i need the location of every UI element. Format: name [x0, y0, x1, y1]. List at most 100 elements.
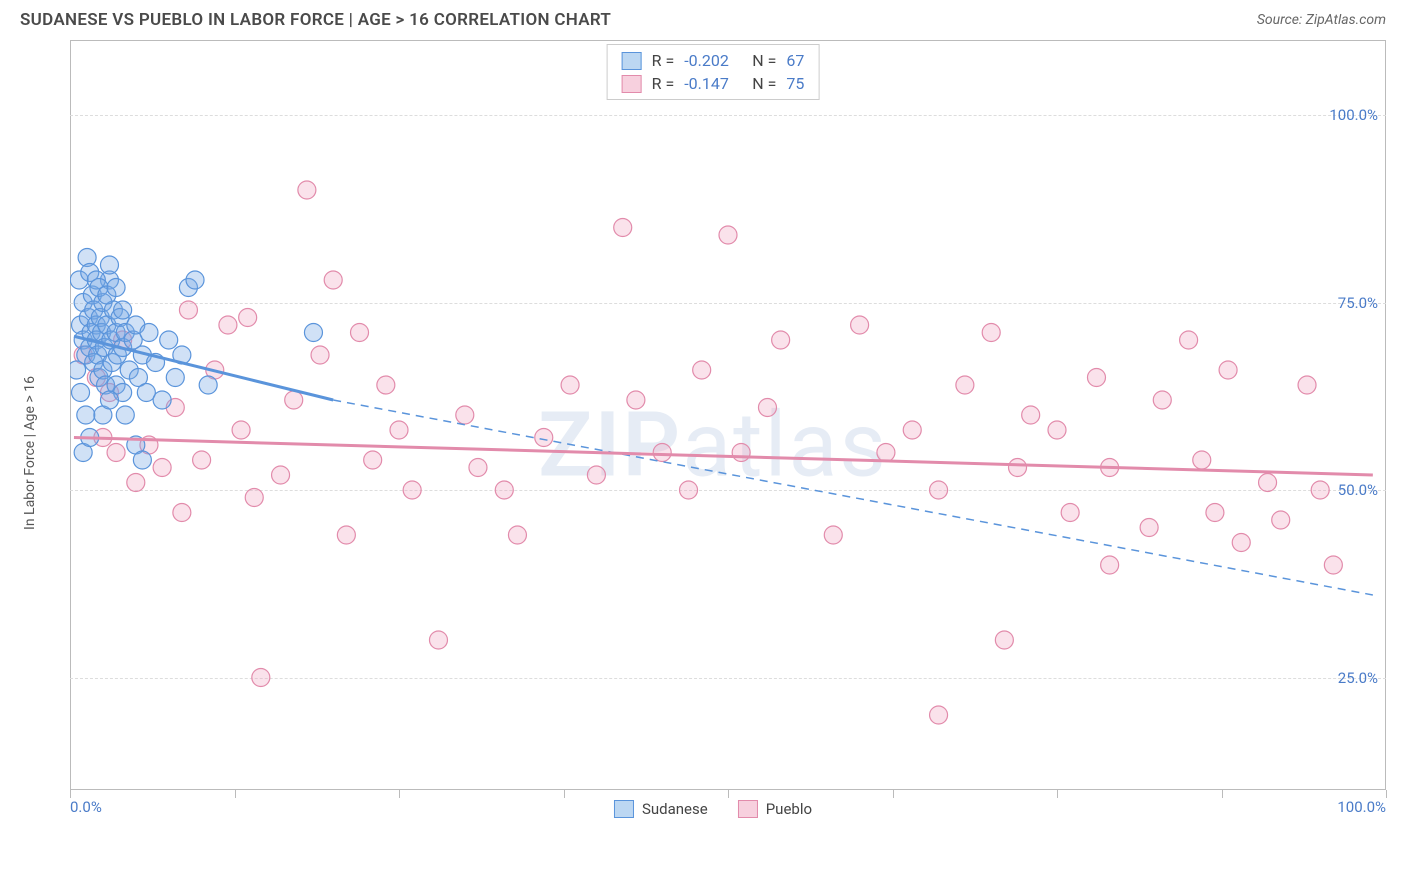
- data-point: [1153, 391, 1171, 409]
- data-point: [337, 526, 355, 544]
- data-point: [193, 451, 211, 469]
- data-point: [377, 376, 395, 394]
- data-point: [403, 481, 421, 499]
- data-point: [311, 346, 329, 364]
- data-point: [140, 324, 158, 342]
- data-point: [1022, 406, 1040, 424]
- data-point: [561, 376, 579, 394]
- data-point: [1311, 481, 1329, 499]
- data-point: [469, 459, 487, 477]
- x-tick-mark: [1386, 790, 1387, 798]
- data-point: [232, 421, 250, 439]
- trend-line-extrapolated: [333, 400, 1373, 595]
- data-point: [627, 391, 645, 409]
- data-point: [252, 669, 270, 687]
- data-point: [614, 219, 632, 237]
- x-tick-mark: [1057, 790, 1058, 798]
- data-point: [930, 706, 948, 724]
- data-point: [982, 324, 1000, 342]
- data-point: [245, 489, 263, 507]
- n-label: N =: [752, 51, 776, 70]
- x-tick-mark: [399, 790, 400, 798]
- data-point: [1232, 534, 1250, 552]
- legend-row: R =-0.202N =67: [622, 49, 805, 72]
- chart-area: In Labor Force | Age > 16 ZIPatlas 25.0%…: [40, 40, 1386, 850]
- data-point: [1009, 459, 1027, 477]
- data-point: [772, 331, 790, 349]
- data-point: [304, 324, 322, 342]
- data-point: [160, 331, 178, 349]
- x-tick-mark: [564, 790, 565, 798]
- data-point: [535, 429, 553, 447]
- x-tick-mark: [1222, 790, 1223, 798]
- data-point: [116, 406, 134, 424]
- data-point: [1140, 519, 1158, 537]
- data-point: [956, 376, 974, 394]
- data-point: [199, 376, 217, 394]
- scatter-plot: [70, 40, 1386, 790]
- r-value: -0.147: [684, 74, 742, 93]
- data-point: [100, 391, 118, 409]
- data-point: [272, 466, 290, 484]
- data-point: [693, 361, 711, 379]
- data-point: [107, 279, 125, 297]
- data-point: [1219, 361, 1237, 379]
- data-point: [1101, 556, 1119, 574]
- r-label: R =: [652, 74, 675, 93]
- x-axis-start-label: 0.0%: [70, 798, 102, 816]
- correlation-legend: R =-0.202N =67R =-0.147N =75: [607, 44, 820, 100]
- data-point: [127, 474, 145, 492]
- data-point: [107, 444, 125, 462]
- data-point: [680, 481, 698, 499]
- data-point: [1087, 369, 1105, 387]
- trend-line: [74, 438, 1373, 476]
- data-point: [930, 481, 948, 499]
- data-point: [219, 316, 237, 334]
- data-point: [390, 421, 408, 439]
- data-point: [508, 526, 526, 544]
- data-point: [72, 384, 90, 402]
- data-point: [153, 391, 171, 409]
- x-tick-mark: [728, 790, 729, 798]
- x-axis-end-label: 100.0%: [1337, 798, 1386, 816]
- data-point: [851, 316, 869, 334]
- data-point: [173, 504, 191, 522]
- data-point: [364, 451, 382, 469]
- data-point: [351, 324, 369, 342]
- data-point: [1180, 331, 1198, 349]
- data-point: [166, 369, 184, 387]
- data-point: [877, 444, 895, 462]
- data-point: [239, 309, 257, 327]
- n-value: 75: [786, 74, 804, 93]
- y-axis-label: In Labor Force | Age > 16: [22, 376, 38, 530]
- n-value: 67: [786, 51, 804, 70]
- x-tick-mark: [893, 790, 894, 798]
- r-label: R =: [652, 51, 675, 70]
- chart-title: SUDANESE VS PUEBLO IN LABOR FORCE | AGE …: [20, 10, 611, 30]
- data-point: [298, 181, 316, 199]
- data-point: [824, 526, 842, 544]
- x-tick-mark: [70, 790, 71, 798]
- legend-swatch: [622, 52, 642, 70]
- data-point: [1206, 504, 1224, 522]
- data-point: [153, 459, 171, 477]
- legend-swatch: [614, 800, 634, 818]
- data-point: [114, 301, 132, 319]
- data-point: [1048, 421, 1066, 439]
- data-point: [758, 399, 776, 417]
- x-tick-mark: [235, 790, 236, 798]
- data-point: [100, 256, 118, 274]
- data-point: [1324, 556, 1342, 574]
- data-point: [587, 466, 605, 484]
- data-point: [429, 631, 447, 649]
- data-point: [133, 451, 151, 469]
- data-point: [653, 444, 671, 462]
- legend-swatch: [738, 800, 758, 818]
- source-label: Source: ZipAtlas.com: [1257, 12, 1386, 28]
- legend-item: Sudanese: [614, 800, 708, 818]
- data-point: [1259, 474, 1277, 492]
- data-point: [1298, 376, 1316, 394]
- data-point: [179, 301, 197, 319]
- data-point: [1193, 451, 1211, 469]
- legend-label: Sudanese: [642, 800, 708, 818]
